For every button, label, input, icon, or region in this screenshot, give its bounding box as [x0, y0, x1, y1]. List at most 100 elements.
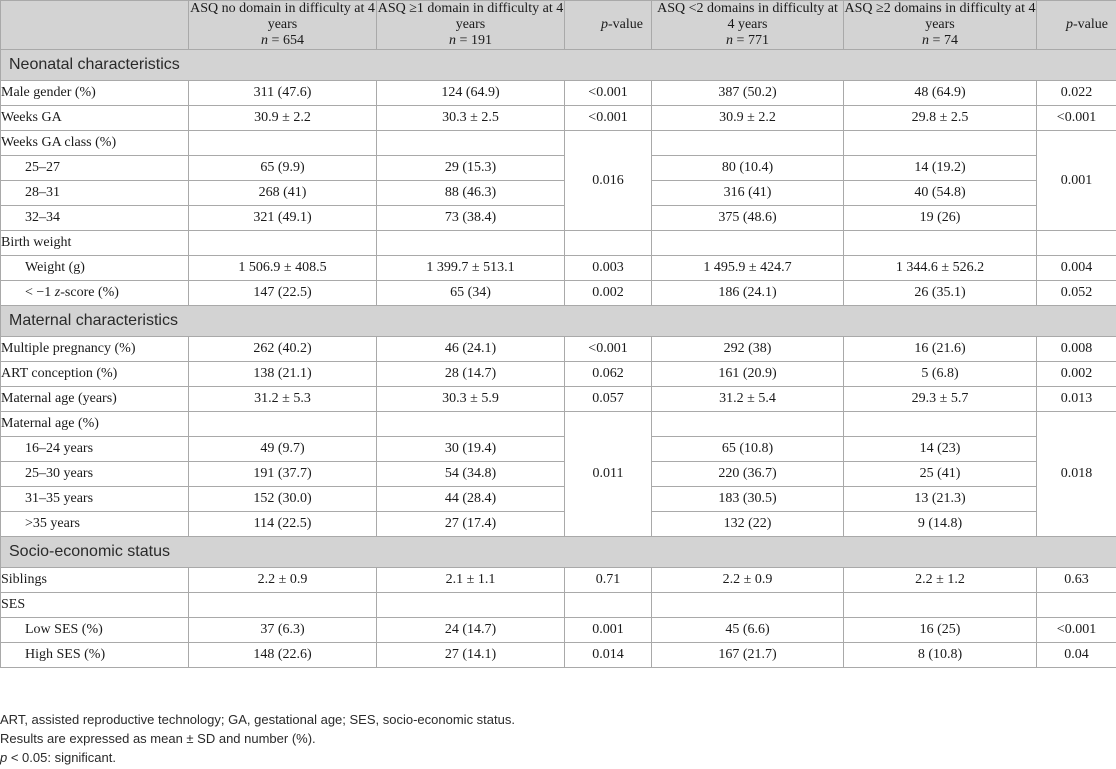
table-row: Low SES (%) 37 (6.3) 24 (14.7) 0.001 45 …: [0, 617, 1116, 643]
table-cell: 387 (50.2): [651, 80, 844, 106]
table-row: Birth weight: [0, 230, 1116, 256]
table-row: Multiple pregnancy (%) 262 (40.2) 46 (24…: [0, 336, 1116, 362]
p-value-cell: 0.022: [1036, 80, 1116, 106]
table-cell: [376, 230, 565, 256]
table-row: ART conception (%) 138 (21.1) 28 (14.7) …: [0, 361, 1116, 387]
table-cell: [188, 411, 377, 437]
table-cell: 44 (28.4): [376, 486, 565, 512]
table-cell: 148 (22.6): [188, 642, 377, 668]
p-value-cell: 0.001: [1036, 130, 1116, 231]
header-one-domain: ASQ ≥1 domain in difficulty at 4 years n …: [376, 0, 565, 50]
row-label: Siblings: [0, 567, 189, 593]
row-label: 28–31: [0, 180, 189, 206]
table-cell: [376, 411, 565, 437]
table-cell: [188, 592, 377, 618]
table-row: Weight (g) 1 506.9 ± 408.5 1 399.7 ± 513…: [0, 255, 1116, 281]
p-value-cell: 0.016: [564, 130, 652, 231]
table-cell: 65 (9.9): [188, 155, 377, 181]
row-label: Male gender (%): [0, 80, 189, 106]
table-row: 16–24 years 49 (9.7) 30 (19.4) 65 (10.8)…: [0, 436, 1116, 462]
table-footnotes: ART, assisted reproductive technology; G…: [0, 710, 1116, 767]
p-value-cell: 0.003: [564, 255, 652, 281]
row-label: 25–30 years: [0, 461, 189, 487]
row-label: >35 years: [0, 511, 189, 537]
header-label-cell: [0, 0, 189, 50]
table-row: SES: [0, 592, 1116, 618]
p-value-cell: <0.001: [564, 105, 652, 131]
p-value-cell: <0.001: [1036, 617, 1116, 643]
table-row: High SES (%) 148 (22.6) 27 (14.1) 0.014 …: [0, 642, 1116, 668]
table-cell: 14 (23): [843, 436, 1037, 462]
results-table: ASQ no domain in difficulty at 4 years n …: [0, 0, 1116, 668]
p-value-cell: 0.04: [1036, 642, 1116, 668]
p-value-cell: 0.011: [564, 411, 652, 537]
table-cell: 24 (14.7): [376, 617, 565, 643]
p-value-cell: <0.001: [564, 336, 652, 362]
p-value-cell: 0.002: [564, 280, 652, 306]
p-value-cell: 0.014: [564, 642, 652, 668]
p-value-cell: <0.001: [1036, 105, 1116, 131]
p-value-cell: 0.63: [1036, 567, 1116, 593]
table-row: >35 years 114 (22.5) 27 (17.4) 132 (22) …: [0, 511, 1116, 537]
p-value-cell: 0.062: [564, 361, 652, 387]
table-cell: 30.3 ± 2.5: [376, 105, 565, 131]
section-row: Maternal characteristics: [0, 305, 1116, 337]
row-label: Weeks GA class (%): [0, 130, 189, 156]
table-cell: 49 (9.7): [188, 436, 377, 462]
row-label: Birth weight: [0, 230, 189, 256]
row-label: Weight (g): [0, 255, 189, 281]
table-cell: 114 (22.5): [188, 511, 377, 537]
table-cell: 316 (41): [651, 180, 844, 206]
p-value-cell: <0.001: [564, 80, 652, 106]
table-cell: 9 (14.8): [843, 511, 1037, 537]
table-cell: 2.2 ± 1.2: [843, 567, 1037, 593]
header-no-domain: ASQ no domain in difficulty at 4 years n …: [188, 0, 377, 50]
section-row: Socio-economic status: [0, 536, 1116, 568]
table-row: 25–30 years 191 (37.7) 54 (34.8) 220 (36…: [0, 461, 1116, 487]
table-row: Siblings 2.2 ± 0.9 2.1 ± 1.1 0.71 2.2 ± …: [0, 567, 1116, 593]
table-cell: 19 (26): [843, 205, 1037, 231]
table-cell: 46 (24.1): [376, 336, 565, 362]
table-cell: 375 (48.6): [651, 205, 844, 231]
row-label: High SES (%): [0, 642, 189, 668]
table-cell: 152 (30.0): [188, 486, 377, 512]
table-cell: 5 (6.8): [843, 361, 1037, 387]
table-cell: 311 (47.6): [188, 80, 377, 106]
table-cell: [843, 130, 1037, 156]
table-cell: 292 (38): [651, 336, 844, 362]
table-row: Maternal age (years) 31.2 ± 5.3 30.3 ± 5…: [0, 386, 1116, 412]
row-label: < −1 z-score (%): [0, 280, 189, 306]
table-cell: 29.3 ± 5.7: [843, 386, 1037, 412]
table-cell: 262 (40.2): [188, 336, 377, 362]
table-cell: 48 (64.9): [843, 80, 1037, 106]
table-cell: [651, 130, 844, 156]
table-cell: [843, 592, 1037, 618]
table-cell: 30.3 ± 5.9: [376, 386, 565, 412]
table-cell: 27 (14.1): [376, 642, 565, 668]
footnote-abbreviations: ART, assisted reproductive technology; G…: [0, 712, 515, 727]
table-cell: 30.9 ± 2.2: [188, 105, 377, 131]
table-cell: 27 (17.4): [376, 511, 565, 537]
table-row: 31–35 years 152 (30.0) 44 (28.4) 183 (30…: [0, 486, 1116, 512]
row-label: 31–35 years: [0, 486, 189, 512]
table-cell: 29.8 ± 2.5: [843, 105, 1037, 131]
section-neonatal: Neonatal characteristics: [0, 49, 1116, 81]
table-row: Maternal age (%) 0.011 0.018: [0, 411, 1116, 537]
table-cell: [376, 592, 565, 618]
table-cell: 26 (35.1): [843, 280, 1037, 306]
p-value-cell: [564, 592, 652, 618]
table-cell: 8 (10.8): [843, 642, 1037, 668]
table-cell: 220 (36.7): [651, 461, 844, 487]
header-ge2-domains: ASQ ≥2 domains in difficulty at 4 years n…: [843, 0, 1037, 50]
row-label: SES: [0, 592, 189, 618]
row-label: Low SES (%): [0, 617, 189, 643]
row-label: 25–27: [0, 155, 189, 181]
p-value-cell: [1036, 230, 1116, 256]
p-value-cell: 0.001: [564, 617, 652, 643]
table-cell: 16 (25): [843, 617, 1037, 643]
row-label: ART conception (%): [0, 361, 189, 387]
table-row: 25–27 65 (9.9) 29 (15.3) 80 (10.4) 14 (1…: [0, 155, 1116, 181]
table-row: Weeks GA class (%) 0.016 0.001: [0, 130, 1116, 231]
table-cell: [188, 230, 377, 256]
table-cell: 321 (49.1): [188, 205, 377, 231]
